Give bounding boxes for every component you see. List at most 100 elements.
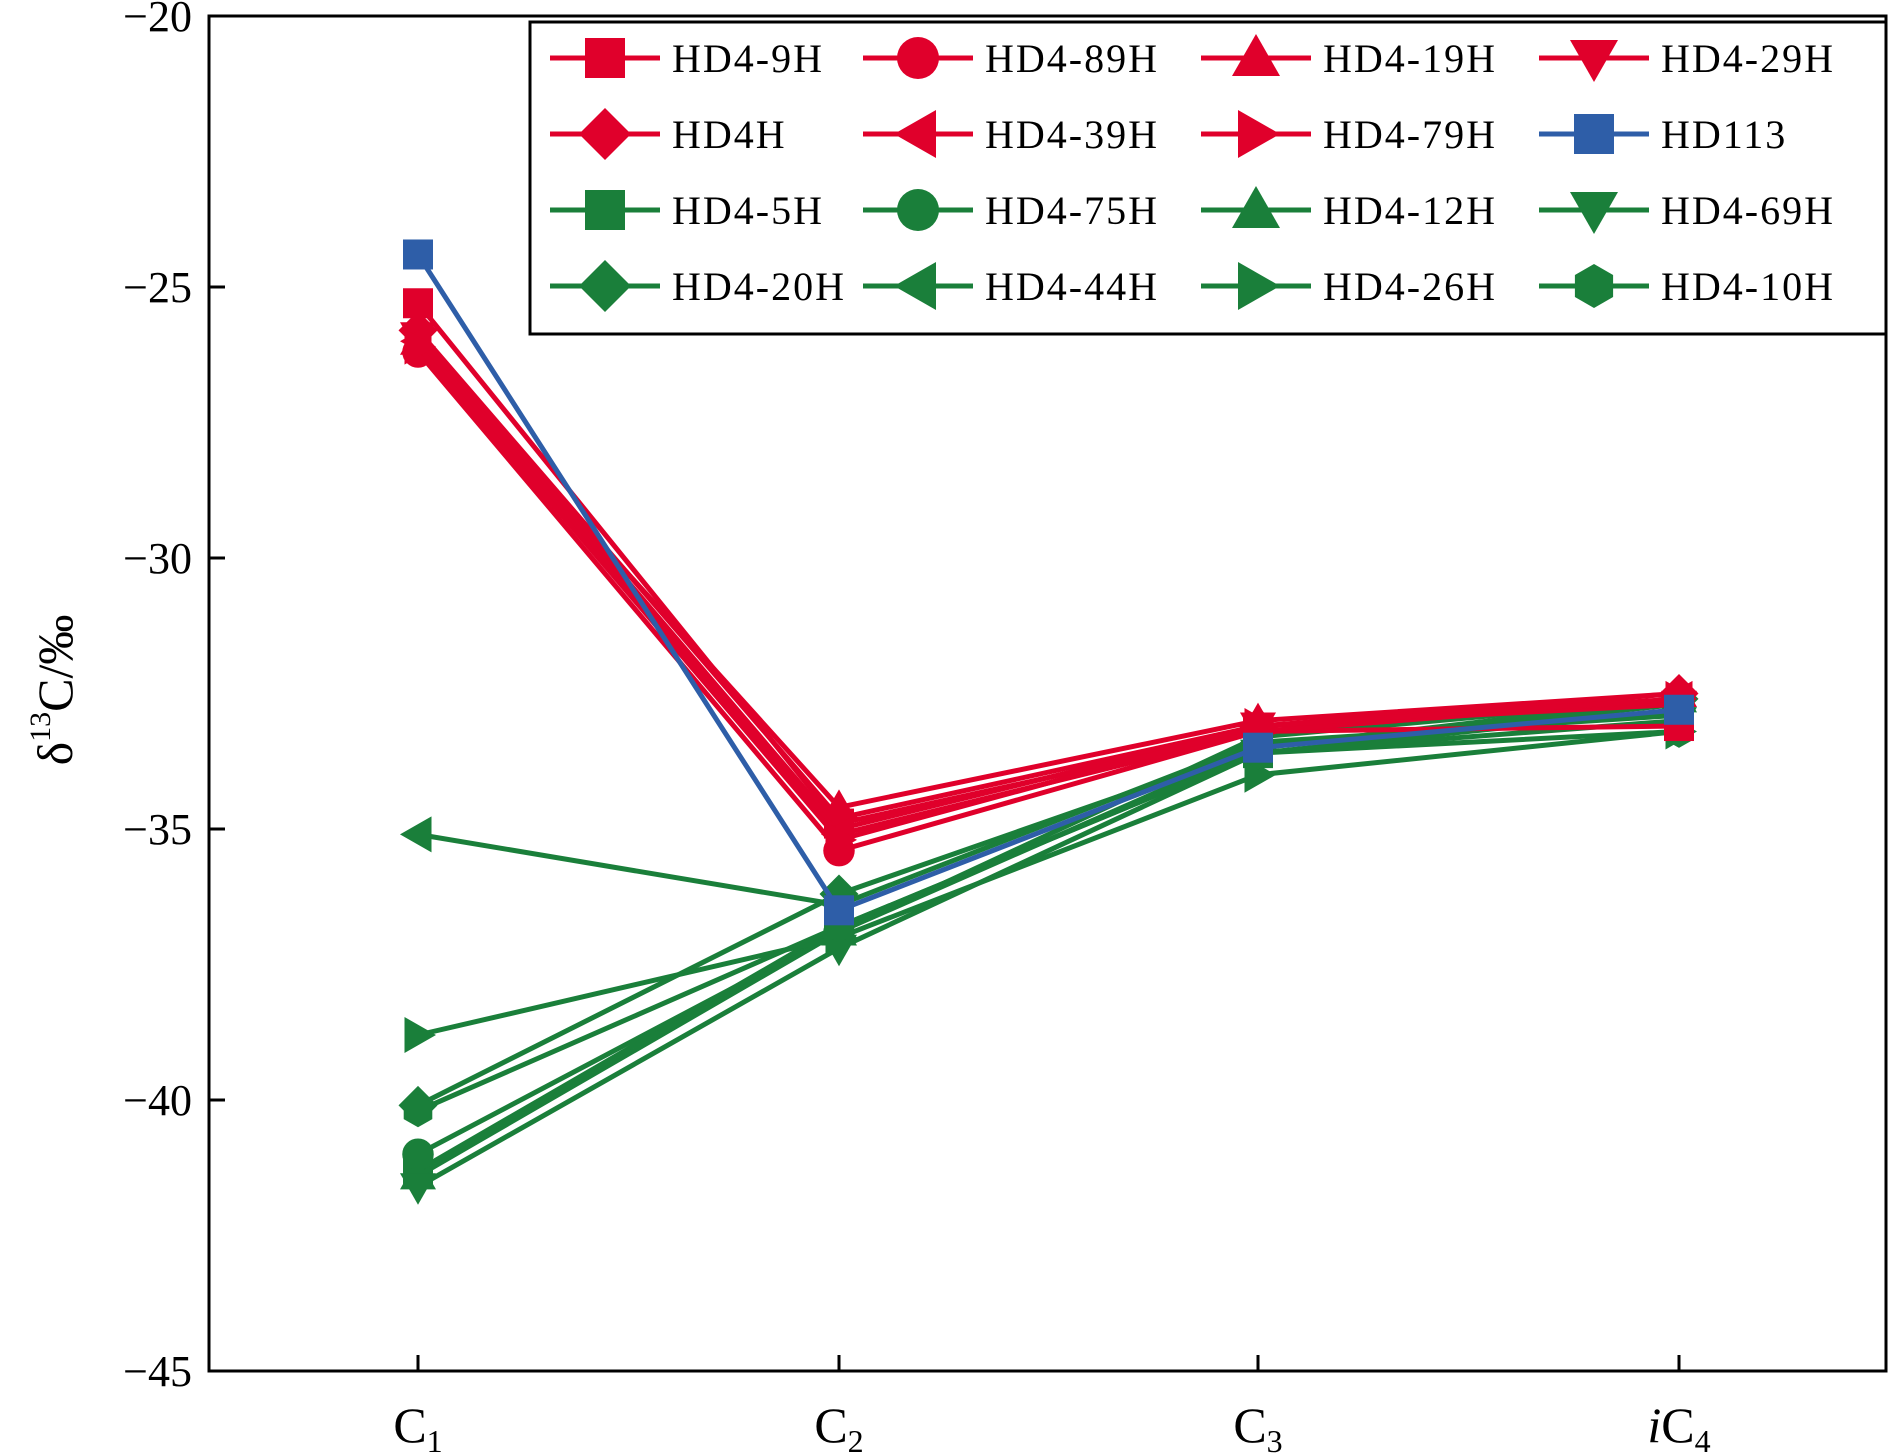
triangle-down-marker [400,1173,436,1205]
x-tick-label-sub: 1 [427,1423,443,1454]
legend-entry: HD4-39H [863,110,1159,158]
y-axis-title-text: δ13C/‰ [24,615,83,766]
series-HD4-5H [403,694,1694,1186]
y-title-element: C [27,678,83,711]
legend-label: HD4-39H [985,112,1159,157]
series-HD4-20H [398,679,1699,1125]
circle-marker [897,37,939,79]
triangle-right-marker [1238,262,1280,310]
legend-label: HD4-12H [1323,188,1497,233]
y-tick-label: −30 [123,534,192,583]
x-tick-label-sub: 3 [1267,1423,1283,1454]
square-marker [824,895,854,926]
legend-entry: HD4-79H [1201,110,1495,158]
diamond-marker [579,108,631,160]
legend-entry: HD4-29H [1539,36,1835,82]
series-line [416,696,1680,1108]
series-HD4-75H [402,688,1695,1170]
legend-entry: HD4-26H [1201,262,1497,310]
series-HD4H [398,310,1699,838]
legend-label: HD4-29H [1661,36,1835,81]
legend-label: HD4-19H [1323,36,1497,81]
series-line [416,328,1680,821]
legend-entry: HD4-44H [863,262,1159,310]
x-tick-label-main: C [1233,1397,1266,1453]
legend-label: HD4-5H [672,188,824,233]
x-tick-label: C1 [393,1397,442,1454]
square-marker [403,239,433,270]
circle-marker [897,189,939,231]
legend-entry: HD4-89H [863,36,1159,81]
legend-label: HD4-44H [985,264,1159,309]
plot-frame [207,14,1888,1373]
hexagon-marker [1574,264,1614,308]
series-line [416,339,1680,837]
legend-label: HD4-69H [1661,188,1835,233]
series-HD4-89H [402,336,1695,867]
hexagon-marker [403,1094,433,1128]
triangle-up-marker [1232,186,1280,228]
y-axis: −45 −40 −35 −30 −25 −20 [123,0,225,1396]
legend-label: HD4-9H [672,36,824,81]
legend-entry: HD4-75H [863,188,1159,233]
legend-label: HD113 [1661,112,1787,157]
x-tick-label: C3 [1233,1397,1282,1454]
series-line [416,696,1680,1179]
x-tick-label: iC4 [1647,1397,1710,1454]
legend-entry: HD4-5H [550,188,824,233]
square-marker [585,190,625,230]
y-tick-label: −25 [123,263,192,312]
y-tick-label: −40 [123,1076,192,1125]
series-line [416,334,1680,832]
legend-label: HD4-75H [985,188,1159,233]
triangle-left-marker [400,816,432,853]
square-marker [1664,694,1694,725]
triangle-right-marker [825,821,857,858]
x-axis: C1 C2 C3 iC4 [393,1355,1711,1454]
x-tick-label-main: C [1661,1397,1694,1453]
series-HD4-44H [400,697,1693,923]
square-marker [1243,732,1273,763]
triangle-down-marker [1570,192,1618,234]
series-line [417,728,1680,1038]
legend: HD4-9H HD4-89H HD4-19H HD4-29H HD4H HD4-39H HD… [528,20,1888,336]
x-tick-label: C2 [814,1397,863,1454]
legend-label: HD4-89H [985,36,1159,81]
legend-entry: HD4-19H [1201,34,1497,81]
triangle-down-marker [1570,40,1618,82]
series-HD4-19H [400,323,1697,821]
y-axis-title: δ13C/‰ [24,615,83,766]
legend-entry: HD113 [1539,112,1787,157]
legend-entry: HD4-20H [550,260,846,312]
circle-marker [402,1138,434,1170]
y-title-superscript: 13 [24,712,57,742]
square-marker [585,38,625,78]
legend-entry: HD4H [550,108,787,160]
y-title-unit: /‰ [27,615,83,679]
x-tick-label-prefix: i [1647,1397,1661,1453]
series-line [416,344,1680,843]
triangle-right-marker [404,328,436,365]
y-tick-label: −35 [123,805,192,854]
legend-entry: HD4-69H [1539,188,1835,234]
x-tick-label-main: C [393,1397,426,1453]
legend-label: HD4H [672,112,787,157]
series-line [416,728,1680,1114]
legend-box [528,20,1888,336]
triangle-right-marker [1238,110,1280,158]
legend-label: HD4-20H [672,264,846,309]
x-tick-label-sub: 2 [848,1423,864,1454]
legend-label: HD4-10H [1661,264,1835,309]
triangle-left-marker [894,110,936,158]
legend-entry: HD4-10H [1539,264,1835,309]
square-marker [1574,114,1614,154]
series-line [416,718,1680,1189]
series-line [415,253,1680,913]
triangle-right-marker [404,1016,436,1053]
x-tick-label-sub: 4 [1695,1423,1711,1454]
legend-label: HD4-26H [1323,264,1497,309]
series-HD113 [403,239,1694,926]
legend-entry: HD4-12H [1201,186,1497,233]
diamond-marker [579,260,631,312]
